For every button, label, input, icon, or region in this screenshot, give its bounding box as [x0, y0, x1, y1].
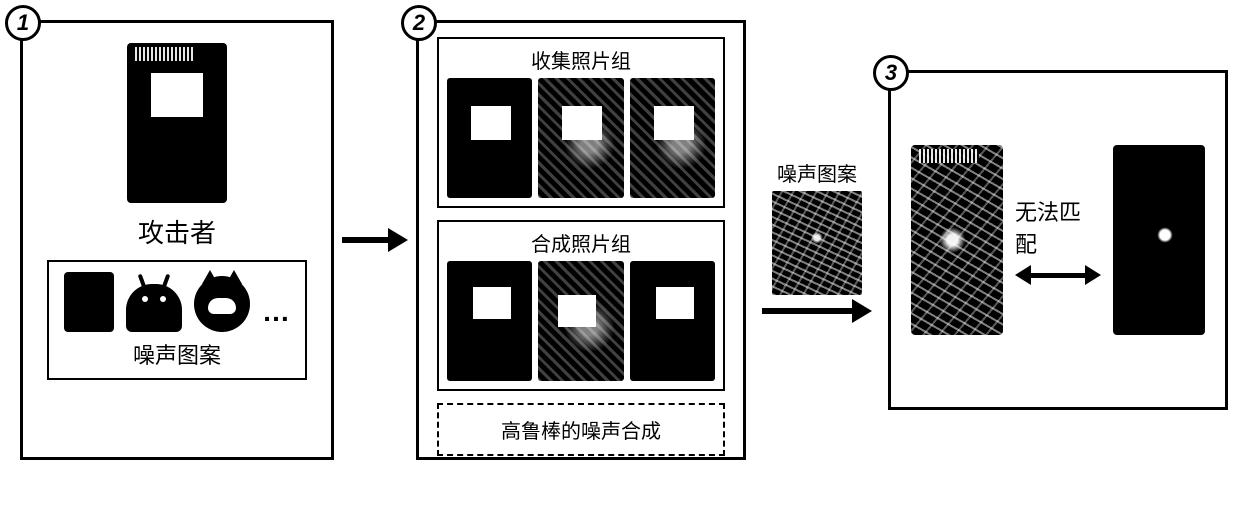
arrow-2-to-3	[762, 299, 872, 323]
flow-diagram: 1 攻击者 … 噪声图案 2 收集	[20, 20, 1220, 460]
perturbed-phone	[911, 145, 1003, 335]
panel-3-mismatch: 3 无法匹配	[888, 70, 1228, 410]
step-badge-3: 3	[873, 55, 909, 91]
ellipsis: …	[262, 292, 290, 332]
attacker-phone	[127, 43, 227, 203]
noise-pattern-box: … 噪声图案	[47, 260, 307, 380]
step-number: 2	[413, 10, 425, 36]
step-badge-1: 1	[5, 5, 41, 41]
arrow-1-to-2	[342, 228, 408, 252]
panel-2-synthesis: 2 收集照片组 合成照片组 高鲁棒的噪声合成	[416, 20, 746, 460]
collected-phone	[447, 78, 532, 198]
synth-photo-group: 合成照片组	[437, 220, 725, 391]
synth-phone	[447, 261, 532, 381]
noise-output-column: 噪声图案	[754, 158, 880, 323]
step-number: 1	[17, 10, 29, 36]
target-phone	[1113, 145, 1205, 335]
noise-pattern-thumb	[772, 191, 862, 295]
synth-title: 合成照片组	[447, 228, 715, 257]
collected-phone	[538, 78, 623, 198]
noise-output-label: 噪声图案	[777, 158, 857, 187]
robust-noise-box: 高鲁棒的噪声合成	[437, 403, 725, 456]
step-badge-2: 2	[401, 5, 437, 41]
noise-icon-row: …	[64, 272, 290, 332]
black-rect-icon	[64, 272, 114, 332]
step-number: 3	[885, 60, 897, 86]
octocat-icon	[194, 276, 250, 332]
double-arrow	[1015, 265, 1101, 285]
mismatch-label: 无法匹配	[1015, 195, 1101, 259]
attacker-label: 攻击者	[138, 213, 216, 250]
synth-phone	[538, 261, 623, 381]
android-icon	[126, 284, 182, 332]
panel-1-attacker: 1 攻击者 … 噪声图案	[20, 20, 334, 460]
collect-title: 收集照片组	[447, 45, 715, 74]
synth-phones-row	[447, 261, 715, 381]
mismatch-column: 无法匹配	[1015, 195, 1101, 285]
synth-phone	[630, 261, 715, 381]
phone-white-patch	[151, 73, 203, 117]
collected-photo-group: 收集照片组	[437, 37, 725, 208]
collected-phones-row	[447, 78, 715, 198]
collected-phone	[630, 78, 715, 198]
noise-box-label: 噪声图案	[133, 338, 221, 370]
